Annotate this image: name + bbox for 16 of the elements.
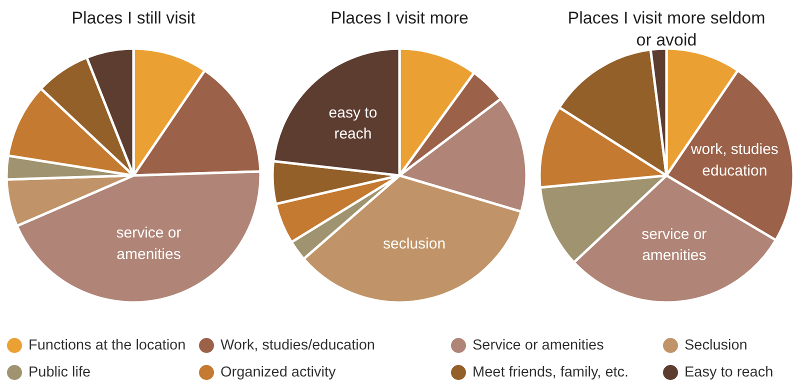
legend-label: Easy to reach xyxy=(684,364,774,380)
text: easy to reach xyxy=(328,104,378,143)
legend-label: Work, studies/education xyxy=(220,338,375,354)
text: service or amenities xyxy=(116,224,182,263)
legend-label: Meet friends, family, etc. xyxy=(472,364,629,380)
text: work, studies education xyxy=(690,141,778,180)
text: service or amenities xyxy=(642,226,707,264)
legend-label: Service or amenities xyxy=(472,338,604,354)
legend-label: Seclusion xyxy=(684,338,748,354)
text: seclusion xyxy=(383,235,446,252)
chart-title: Places I visit more xyxy=(330,8,468,28)
chart-title: Places I still visit xyxy=(72,8,196,28)
chart-title: Places I visit more seldom or avoid xyxy=(568,8,766,50)
legend-label: Functions at the location xyxy=(28,338,186,354)
legend-label: Public life xyxy=(28,364,91,380)
legend-label: Organized activity xyxy=(220,364,336,380)
